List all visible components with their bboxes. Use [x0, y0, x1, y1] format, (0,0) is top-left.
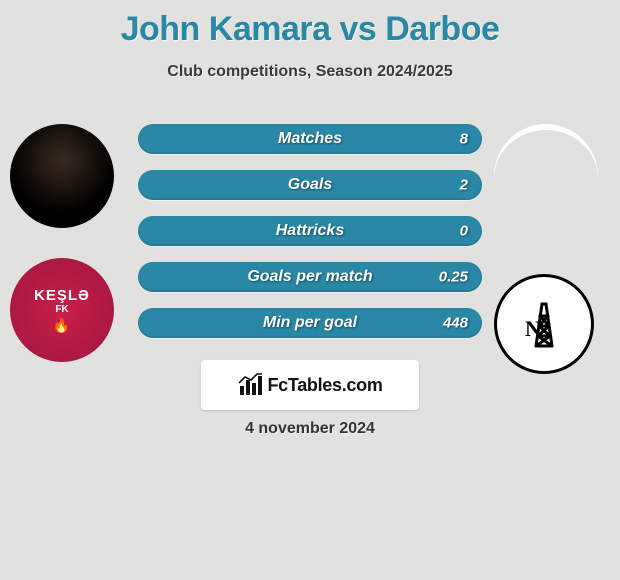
left-column: KEŞLƏ FK 🔥 [10, 124, 114, 392]
bar-hattricks: Hattricks 0 [138, 216, 482, 246]
oil-derrick-icon: N [516, 296, 572, 352]
bar-min-per-goal: Min per goal 448 [138, 308, 482, 338]
bar-label: Hattricks [276, 222, 344, 240]
bar-goals-per-match: Goals per match 0.25 [138, 262, 482, 292]
bar-label: Min per goal [263, 314, 357, 332]
bar-goals: Goals 2 [138, 170, 482, 200]
right-column: N [494, 124, 598, 404]
stat-bars: Matches 8 Goals 2 Hattricks 0 Goals per … [138, 124, 482, 354]
svg-text:N: N [525, 316, 541, 341]
club1-sub: FK [55, 304, 68, 315]
bar-label: Matches [278, 130, 342, 148]
bar-matches: Matches 8 [138, 124, 482, 154]
footer-logo: FcTables.com [201, 360, 419, 410]
subtitle: Club competitions, Season 2024/2025 [0, 63, 620, 81]
bar-label: Goals [288, 176, 332, 194]
page-title: John Kamara vs Darboe [0, 0, 620, 49]
bar-value: 2 [460, 177, 468, 194]
club2-badge: N [494, 274, 594, 374]
bar-chart-icon [237, 372, 263, 398]
player1-avatar [10, 124, 114, 228]
bar-value: 0.25 [439, 269, 468, 286]
bar-label: Goals per match [247, 268, 372, 286]
club1-badge: KEŞLƏ FK 🔥 [10, 258, 114, 362]
bar-value: 0 [460, 223, 468, 240]
bar-value: 8 [460, 131, 468, 148]
club1-flame-icon: 🔥 [53, 317, 71, 334]
club1-label: KEŞLƏ [34, 287, 90, 304]
date-text: 4 november 2024 [0, 420, 620, 438]
bar-value: 448 [443, 315, 468, 332]
player2-avatar [494, 124, 598, 228]
footer-site-name: FcTables.com [267, 375, 382, 396]
